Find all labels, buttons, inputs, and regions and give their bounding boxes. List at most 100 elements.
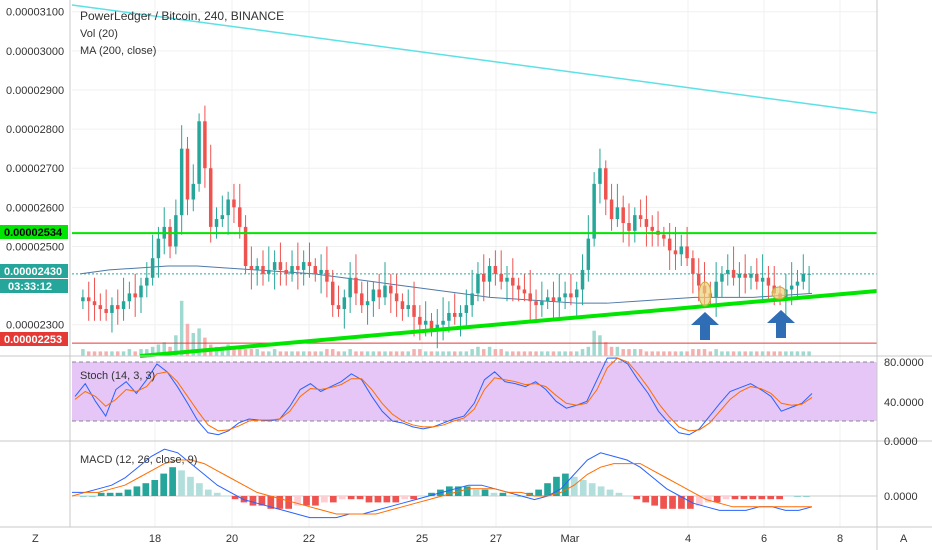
candle-body xyxy=(86,297,91,302)
candle-body xyxy=(336,305,341,310)
macd-histogram-bar xyxy=(383,496,391,503)
time-tick-label[interactable]: 4 xyxy=(685,533,691,545)
volume-bar xyxy=(662,351,666,356)
volume-bar xyxy=(633,349,637,356)
vol-indicator-label[interactable]: Vol (20) xyxy=(80,28,118,40)
macd-histogram-bar xyxy=(588,483,596,496)
volume-bar xyxy=(197,328,201,356)
candle-body xyxy=(423,320,428,325)
volume-bar xyxy=(267,351,271,356)
volume-bar xyxy=(156,344,161,356)
volume-bar xyxy=(563,351,567,356)
time-tick-label[interactable]: Mar xyxy=(561,533,580,545)
macd-histogram-bar xyxy=(490,492,498,496)
candle-body xyxy=(220,215,225,220)
candle-body xyxy=(116,305,120,310)
candle-body xyxy=(156,238,161,259)
corner-left[interactable]: Z xyxy=(32,533,39,545)
grid xyxy=(72,0,877,527)
candle-body xyxy=(557,297,562,302)
macd-histogram-bar xyxy=(303,496,310,506)
up-arrow-icon xyxy=(691,312,719,340)
candle-body xyxy=(226,199,230,216)
volume-bar xyxy=(493,349,498,356)
volume-bar xyxy=(307,351,312,356)
candle-body xyxy=(342,297,347,310)
time-axis[interactable]: 18 20 22 25 27 Mar 4 6 8 xyxy=(149,533,843,545)
macd-histogram-bar xyxy=(356,496,364,500)
volume-bar xyxy=(104,351,108,356)
highlight-marker xyxy=(698,281,712,307)
candle-body xyxy=(638,215,643,220)
time-tick-label[interactable]: 22 xyxy=(303,533,315,545)
volume-bar xyxy=(673,351,678,356)
green-price-tag xyxy=(0,225,68,239)
candle-body xyxy=(110,305,114,313)
volume-bar xyxy=(284,351,288,356)
macd-histogram-bar xyxy=(535,489,542,496)
candle-body xyxy=(598,168,602,184)
volume-bar xyxy=(731,351,736,356)
time-tick-label[interactable]: 18 xyxy=(149,533,161,545)
candle-body xyxy=(383,285,387,298)
candle-body xyxy=(104,309,108,313)
time-tick-label[interactable]: 6 xyxy=(761,533,767,545)
candle-body xyxy=(214,219,219,227)
volume-bar xyxy=(574,351,579,356)
macd-histogram-bar xyxy=(106,492,114,496)
candle-body xyxy=(313,266,318,274)
corner-right[interactable]: A xyxy=(900,533,908,545)
macd-panel xyxy=(71,448,877,519)
macd-histogram-bar xyxy=(615,492,623,496)
price-tick-label: 0.00003000 xyxy=(6,46,64,58)
volume-bar xyxy=(784,351,788,356)
current-price-tag-label: 0.00002430 xyxy=(4,266,62,278)
volume-bar xyxy=(615,346,620,356)
candle-body xyxy=(633,215,637,231)
volume-bar xyxy=(255,349,259,356)
candle-body xyxy=(406,305,410,310)
macd-histogram-bar xyxy=(633,496,641,500)
volume-bar xyxy=(545,351,550,356)
volume-bar xyxy=(644,351,649,356)
macd-histogram-bar xyxy=(597,486,605,496)
macd-histogram-bar xyxy=(187,476,194,496)
candle-body xyxy=(743,273,747,278)
candle-body xyxy=(400,301,405,310)
volume-bar xyxy=(423,351,428,356)
time-tick-label[interactable]: 25 xyxy=(416,533,428,545)
volume-bar xyxy=(482,349,486,356)
candle-body xyxy=(435,324,440,329)
time-tick-label[interactable]: 27 xyxy=(490,533,502,545)
price-tick-label: 0.00002600 xyxy=(6,202,64,214)
candle-body xyxy=(133,293,137,298)
green-trend-line xyxy=(139,289,878,358)
time-tick-label[interactable]: 8 xyxy=(837,533,843,545)
stoch-indicator-label[interactable]: Stoch (14, 3, 3) xyxy=(80,370,155,382)
macd-histogram-bar xyxy=(428,492,435,496)
volume-bar xyxy=(272,349,277,356)
volume-bar xyxy=(743,351,747,356)
macd-histogram-bar xyxy=(401,496,409,500)
chart-title: PowerLedger / Bitcoin, 240, BINANCE xyxy=(80,9,284,23)
macd-histogram-bar xyxy=(365,496,373,503)
volume-bar xyxy=(121,351,126,356)
price-axis[interactable]: 0.00003100 0.00003000 0.00002900 0.00002800… xyxy=(6,7,64,332)
volume-bar xyxy=(534,351,538,356)
candle-body xyxy=(574,289,579,298)
ma-indicator-label[interactable]: MA (200, close) xyxy=(80,45,156,57)
volume-bar xyxy=(499,349,503,356)
volume-bar xyxy=(702,349,707,356)
volume-bar xyxy=(371,351,376,356)
volume-bar xyxy=(580,349,585,356)
time-tick-label[interactable]: 20 xyxy=(226,533,238,545)
candle-body xyxy=(801,273,806,282)
macd-histogram-bar xyxy=(222,496,230,497)
macd-indicator-label[interactable]: MACD (12, 26, close, 9) xyxy=(80,454,197,466)
volume-bar xyxy=(191,333,196,356)
volume-bar xyxy=(330,349,335,356)
candle-body xyxy=(685,246,689,259)
macd-histogram-bar xyxy=(562,473,569,496)
candles[interactable] xyxy=(81,105,811,349)
